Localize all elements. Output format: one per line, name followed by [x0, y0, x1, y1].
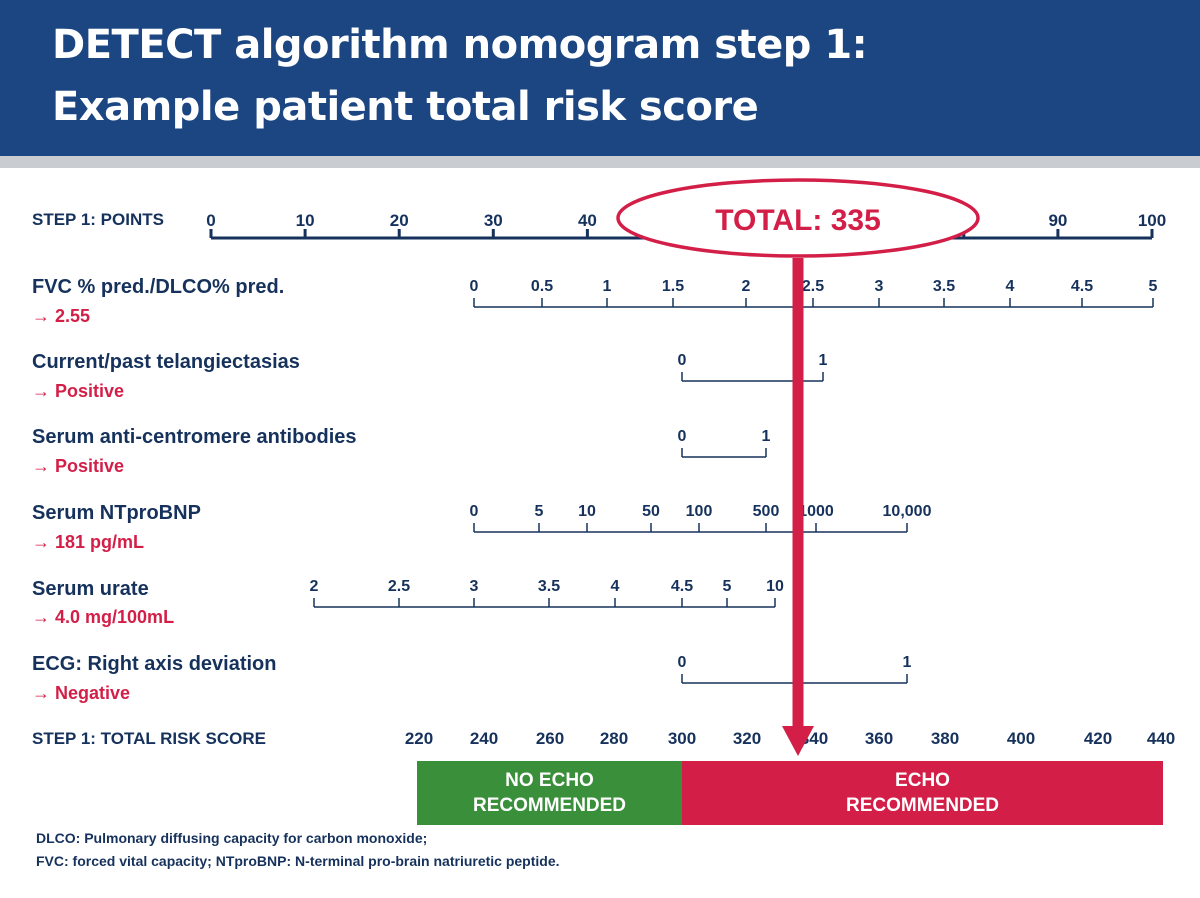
variable-axis-tick-label: 0 [678, 428, 687, 445]
zone-label: RECOMMENDED [473, 795, 626, 816]
variable-axis-tick-label: 2.5 [388, 578, 410, 595]
points-axis-tick-label: 10 [296, 211, 315, 230]
total-scale-tick-label: 240 [470, 729, 498, 748]
variable-axis-tick-label: 0 [678, 654, 687, 671]
variable-axis-tick-label: 2 [742, 278, 751, 295]
variable-value: → 4.0 mg/100mL [32, 607, 174, 627]
variable-name: ECG: Right axis deviation [32, 653, 276, 675]
total-scale-tick-label: 320 [733, 729, 761, 748]
variable-axis-tick-label: 0.5 [531, 278, 553, 295]
zone-label: ECHO [895, 770, 950, 791]
variable-axis-tick-label: 1000 [798, 503, 834, 520]
variable-axis-tick-label: 10 [578, 503, 596, 520]
title-line-2: Example patient total risk score [52, 84, 759, 130]
variable-name: Current/past telangiectasias [32, 351, 300, 373]
variable-value: → Negative [32, 683, 130, 703]
variable-axis-tick-label: 2 [310, 578, 319, 595]
variable-value: → 181 pg/mL [32, 532, 144, 552]
total-scale-tick-label: 260 [536, 729, 564, 748]
variable-axis-tick-label: 50 [642, 503, 660, 520]
variable-value: → 2.55 [32, 306, 90, 326]
variable-axis-tick-label: 500 [753, 503, 780, 520]
total-scale-tick-label: 420 [1084, 729, 1112, 748]
total-scale-tick-label: 300 [668, 729, 696, 748]
variable-axis-tick-label: 3.5 [933, 278, 955, 295]
variable-axis-tick-label: 1 [603, 278, 612, 295]
footnote-line-1: DLCO: Pulmonary diffusing capacity for c… [36, 830, 428, 846]
total-scale-tick-label: 380 [931, 729, 959, 748]
variable-axis-tick-label: 1.5 [662, 278, 684, 295]
variable-name: FVC % pred./DLCO% pred. [32, 276, 284, 298]
patient-indicator-arrowhead [782, 726, 814, 756]
total-callout-text: TOTAL: 335 [715, 204, 881, 237]
title-banner-divider [0, 156, 1200, 168]
variable-name: Serum NTproBNP [32, 502, 201, 524]
variable-axis-tick-label: 1 [819, 352, 828, 369]
variable-value: → Positive [32, 456, 124, 476]
total-scale-tick-label: 220 [405, 729, 433, 748]
points-axis-tick-label: 20 [390, 211, 409, 230]
total-scale-tick-label: 280 [600, 729, 628, 748]
variable-value: → Positive [32, 381, 124, 401]
variable-axis-tick-label: 4.5 [671, 578, 693, 595]
variable-axis-tick-label: 5 [723, 578, 732, 595]
title-banner [0, 0, 1200, 156]
variable-axis-tick-label: 4 [611, 578, 620, 595]
points-scale-label: STEP 1: POINTS [32, 210, 164, 229]
footnote-line-2: FVC: forced vital capacity; NTproBNP: N-… [36, 853, 560, 869]
variable-axis-tick-label: 2.5 [802, 278, 824, 295]
total-scale-tick-label: 400 [1007, 729, 1035, 748]
points-axis-tick-label: 0 [206, 211, 215, 230]
variable-name: Serum urate [32, 578, 149, 600]
title-line-1: DETECT algorithm nomogram step 1: [52, 22, 868, 68]
variable-axis-tick-label: 3 [875, 278, 884, 295]
variable-axis-tick-label: 100 [686, 503, 713, 520]
variable-axis-tick-label: 3.5 [538, 578, 560, 595]
variable-axis-tick-label: 1 [762, 428, 771, 445]
variable-axis-tick-label: 0 [470, 278, 479, 295]
variable-axis-tick-label: 4 [1006, 278, 1015, 295]
zone-label: RECOMMENDED [846, 795, 999, 816]
points-axis-tick-label: 90 [1048, 211, 1067, 230]
variable-axis-tick-label: 5 [1149, 278, 1158, 295]
variable-axis-tick-label: 1 [903, 654, 912, 671]
points-axis-tick-label: 30 [484, 211, 503, 230]
zone-bar [682, 761, 1163, 825]
points-axis-tick-label: 100 [1138, 211, 1166, 230]
variable-axis-tick-label: 0 [678, 352, 687, 369]
variable-axis-tick-label: 3 [470, 578, 479, 595]
variable-axis-tick-label: 5 [535, 503, 544, 520]
zone-label: NO ECHO [505, 770, 594, 791]
total-scale-label: STEP 1: TOTAL RISK SCORE [32, 729, 266, 748]
total-scale-tick-label: 360 [865, 729, 893, 748]
total-callout-ellipse [616, 178, 980, 258]
variable-axis-tick-label: 0 [470, 503, 479, 520]
variable-name: Serum anti-centromere antibodies [32, 426, 357, 448]
variable-axis-tick-label: 10,000 [883, 503, 932, 520]
total-scale-tick-label: 440 [1147, 729, 1175, 748]
variable-axis-tick-label: 10 [766, 578, 784, 595]
variable-axis-tick-label: 4.5 [1071, 278, 1093, 295]
zone-bar [417, 761, 682, 825]
points-axis-tick-label: 40 [578, 211, 597, 230]
